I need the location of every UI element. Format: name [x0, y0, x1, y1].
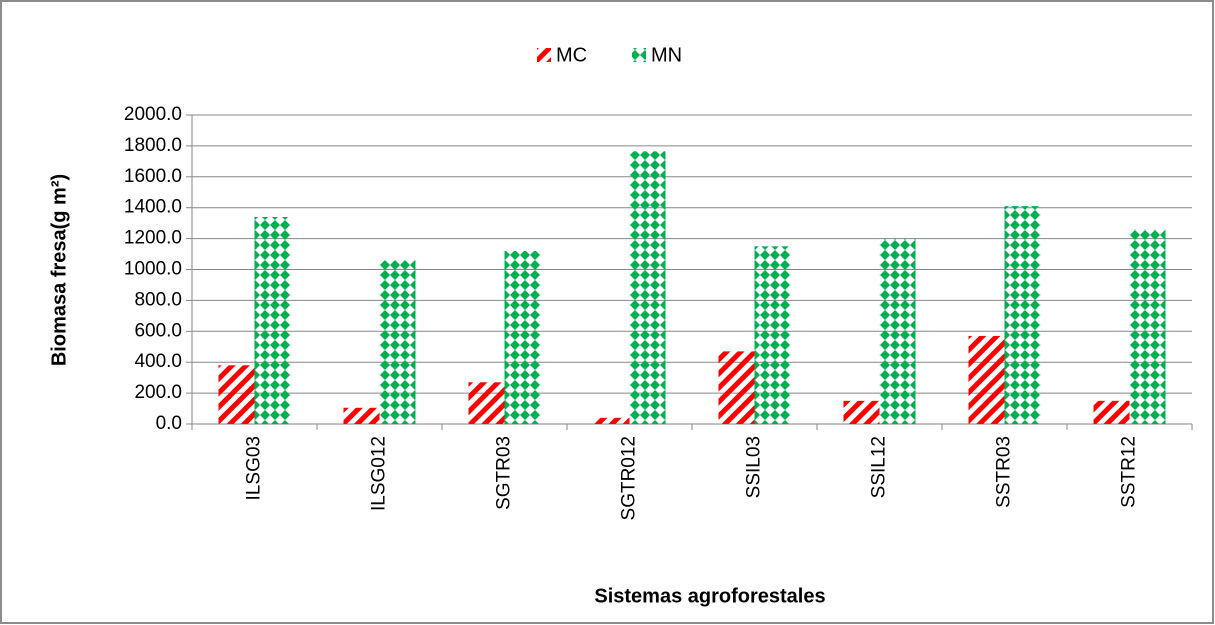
bar	[718, 351, 755, 424]
bar	[504, 250, 541, 424]
bar	[629, 151, 666, 424]
legend-swatch	[632, 48, 646, 62]
y-tick-label: 1600.0	[124, 166, 182, 187]
x-tick-label: SGTR03	[494, 436, 515, 510]
y-tick-label: 0.0	[156, 413, 182, 434]
bar	[593, 417, 630, 424]
bar	[379, 260, 416, 424]
x-axis-title: Sistemas agroforestales	[594, 585, 825, 607]
x-tick-label: ILSG012	[369, 436, 390, 511]
x-tick-label: SSIL03	[744, 436, 765, 498]
y-tick-label: 200.0	[134, 382, 182, 403]
legend-swatch	[537, 48, 551, 62]
bar	[468, 382, 505, 424]
bar	[1004, 206, 1041, 424]
y-axis-title: Biomasa fresa(g m²)	[48, 174, 70, 366]
bar	[254, 216, 291, 424]
y-tick-label: 1000.0	[124, 259, 182, 280]
y-tick-label: 800.0	[134, 289, 182, 310]
bar	[1129, 229, 1166, 424]
x-tick-label: SSTR03	[994, 436, 1015, 508]
x-tick-label: SSIL12	[869, 436, 890, 498]
legend-label: MN	[651, 44, 682, 66]
x-tick-label: SGTR012	[619, 436, 640, 520]
y-tick-label: 600.0	[134, 320, 182, 341]
y-tick-label: 1800.0	[124, 135, 182, 156]
legend-label: MC	[556, 44, 587, 66]
bar	[754, 246, 791, 424]
x-tick-label: ILSG03	[244, 436, 265, 500]
bar	[843, 400, 880, 424]
x-tick-label: SSTR12	[1119, 436, 1140, 508]
bar	[879, 238, 916, 424]
bar	[343, 407, 380, 424]
bar	[1093, 400, 1130, 424]
y-tick-label: 2000.0	[124, 104, 182, 125]
y-tick-label: 1400.0	[124, 197, 182, 218]
y-tick-label: 1200.0	[124, 228, 182, 249]
bar	[968, 335, 1005, 424]
bar	[218, 365, 255, 424]
y-tick-label: 400.0	[134, 351, 182, 372]
